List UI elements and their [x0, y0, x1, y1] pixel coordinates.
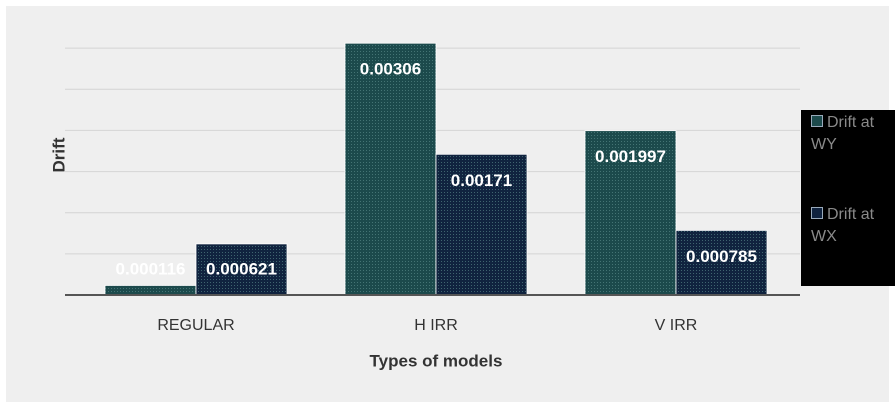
x-tick-label: REGULAR [157, 317, 234, 334]
legend-label: Drift at WY [811, 114, 875, 153]
legend-item: Drift at WY [811, 112, 889, 156]
legend-swatch [811, 115, 823, 127]
x-axis-title: Types of models [370, 351, 503, 370]
bar [435, 153, 528, 296]
data-label: 0.000116 [116, 259, 186, 278]
x-tick-label: H IRR [414, 317, 458, 334]
x-tick-label: V IRR [655, 317, 698, 334]
legend-label: Drift at WX [811, 206, 875, 245]
bar [344, 42, 437, 296]
bar [195, 243, 288, 296]
legend-swatch [811, 207, 823, 219]
data-label: 0.000621 [206, 259, 277, 278]
y-axis-title: Drift [49, 137, 68, 172]
data-label: 0.001997 [595, 147, 666, 166]
data-label: 0.00306 [360, 60, 421, 79]
legend: Drift at WY Drift at WX [801, 110, 895, 286]
legend-item: Drift at WX [811, 204, 889, 248]
bar [104, 285, 197, 296]
data-label: 0.00171 [451, 171, 512, 190]
bar [675, 230, 768, 296]
data-label: 0.000785 [686, 247, 757, 266]
